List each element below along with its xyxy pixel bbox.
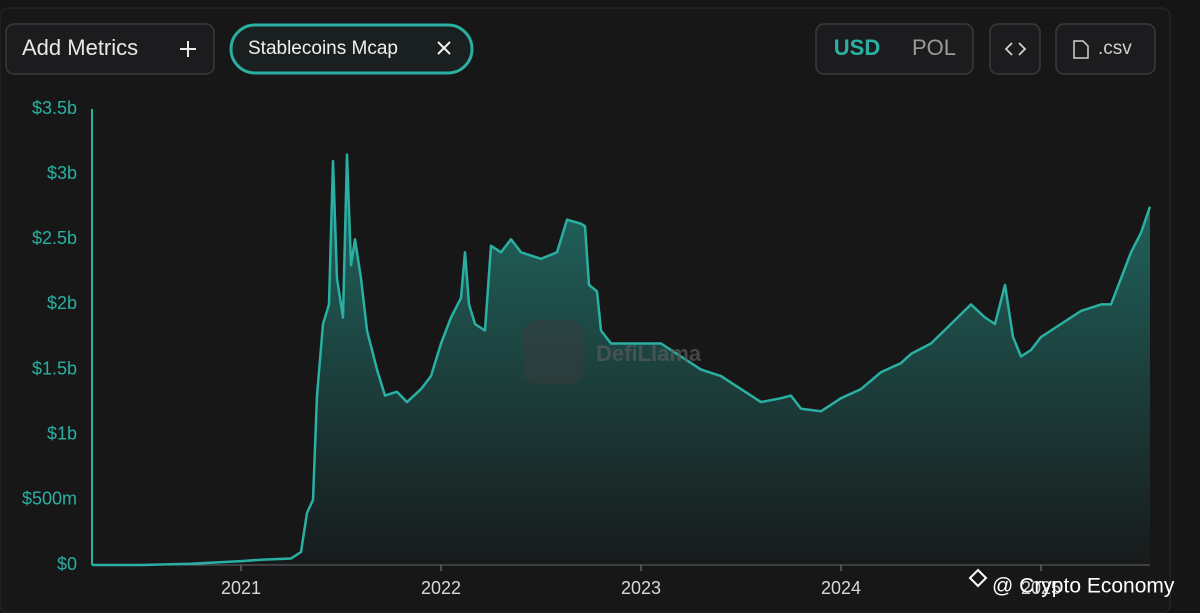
y-tick-label: $3b [47, 163, 77, 183]
close-icon[interactable] [437, 41, 451, 55]
currency-toggle [815, 23, 974, 75]
y-tick-label: $1b [47, 423, 77, 443]
metric-chip[interactable] [229, 23, 474, 75]
y-tick-label: $3.5b [32, 98, 77, 118]
credit-icon [968, 568, 988, 588]
x-tick-label: 2023 [621, 578, 661, 598]
x-tick-label: 2021 [221, 578, 261, 598]
x-tick-label: 2024 [821, 578, 861, 598]
plus-icon [180, 41, 196, 57]
y-tick-label: $2.5b [32, 228, 77, 248]
embed-icon [1004, 42, 1027, 56]
add-metrics-label: Add Metrics [22, 35, 138, 60]
x-tick-label: 2022 [421, 578, 461, 598]
metric-chip-label: Stablecoins Mcap [248, 38, 398, 59]
y-tick-label: $1.5b [32, 358, 77, 378]
embed-button[interactable] [989, 23, 1041, 75]
csv-button[interactable] [1055, 23, 1156, 75]
watermark: DefiLlama [596, 341, 702, 366]
y-tick-label: $500m [22, 489, 77, 509]
credit: @ Crypto Economy [992, 575, 1175, 598]
currency-option[interactable]: POL [912, 35, 956, 60]
csv-label: .csv [1098, 38, 1132, 59]
x-tick-label: 2025 [1021, 578, 1061, 598]
y-tick-label: $0 [57, 554, 77, 574]
watermark-logo [523, 320, 583, 384]
y-tick-label: $2b [47, 293, 77, 313]
file-icon [1073, 40, 1089, 59]
currency-option[interactable]: USD [834, 35, 880, 60]
add-metrics-button[interactable] [5, 23, 215, 75]
line [92, 153, 1152, 567]
